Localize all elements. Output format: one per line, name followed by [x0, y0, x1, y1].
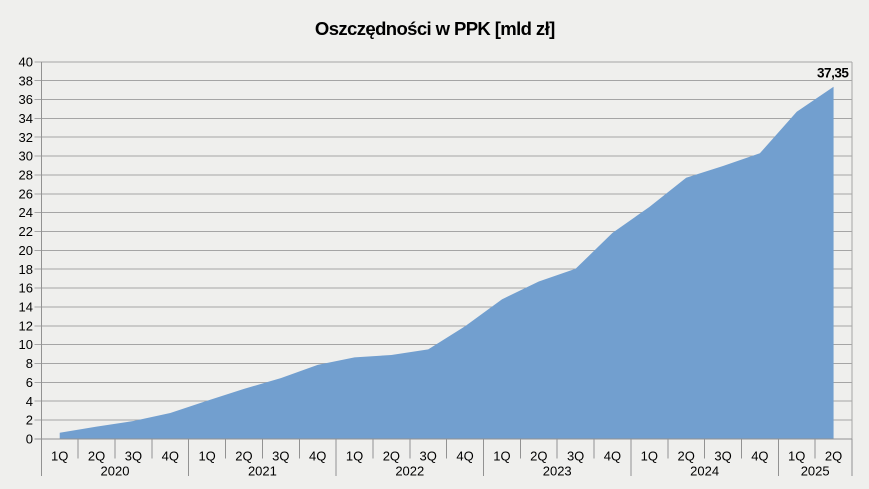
svg-text:2Q: 2Q	[88, 448, 105, 463]
svg-text:2025: 2025	[801, 464, 830, 479]
svg-text:34: 34	[19, 111, 33, 126]
svg-text:1Q: 1Q	[51, 448, 68, 463]
svg-text:4: 4	[26, 394, 33, 409]
svg-text:4Q: 4Q	[456, 448, 473, 463]
svg-text:6: 6	[26, 375, 33, 390]
svg-text:Oszczędności w PPK [mld zł]: Oszczędności w PPK [mld zł]	[315, 18, 555, 39]
svg-text:0: 0	[26, 432, 33, 447]
svg-text:3Q: 3Q	[567, 448, 584, 463]
svg-text:1Q: 1Q	[493, 448, 510, 463]
svg-text:22: 22	[19, 224, 33, 239]
svg-text:3Q: 3Q	[420, 448, 437, 463]
svg-text:28: 28	[19, 168, 33, 183]
svg-text:2024: 2024	[690, 464, 719, 479]
svg-text:1Q: 1Q	[641, 448, 658, 463]
svg-text:2020: 2020	[101, 464, 130, 479]
svg-text:4Q: 4Q	[309, 448, 326, 463]
svg-text:20: 20	[19, 243, 33, 258]
svg-text:8: 8	[26, 356, 33, 371]
svg-text:30: 30	[19, 149, 33, 164]
svg-text:24: 24	[19, 205, 33, 220]
svg-text:1Q: 1Q	[788, 448, 805, 463]
svg-text:37,35: 37,35	[817, 66, 849, 81]
svg-text:2: 2	[26, 413, 33, 428]
svg-text:3Q: 3Q	[272, 448, 289, 463]
svg-text:40: 40	[19, 54, 33, 69]
svg-text:2Q: 2Q	[383, 448, 400, 463]
svg-text:38: 38	[19, 73, 33, 88]
svg-text:4Q: 4Q	[751, 448, 768, 463]
svg-text:12: 12	[19, 318, 33, 333]
svg-text:2Q: 2Q	[825, 448, 842, 463]
svg-text:10: 10	[19, 337, 33, 352]
svg-text:4Q: 4Q	[162, 448, 179, 463]
svg-text:2023: 2023	[543, 464, 572, 479]
svg-text:16: 16	[19, 281, 33, 296]
svg-text:3Q: 3Q	[125, 448, 142, 463]
svg-text:3Q: 3Q	[714, 448, 731, 463]
svg-text:2022: 2022	[395, 464, 424, 479]
svg-text:4Q: 4Q	[604, 448, 621, 463]
svg-text:26: 26	[19, 186, 33, 201]
svg-text:14: 14	[19, 300, 33, 315]
svg-text:1Q: 1Q	[346, 448, 363, 463]
svg-text:2Q: 2Q	[530, 448, 547, 463]
svg-text:2Q: 2Q	[677, 448, 694, 463]
svg-text:1Q: 1Q	[198, 448, 215, 463]
svg-text:18: 18	[19, 262, 33, 277]
svg-text:2Q: 2Q	[235, 448, 252, 463]
svg-text:32: 32	[19, 130, 33, 145]
svg-text:2021: 2021	[248, 464, 277, 479]
svg-text:36: 36	[19, 92, 33, 107]
